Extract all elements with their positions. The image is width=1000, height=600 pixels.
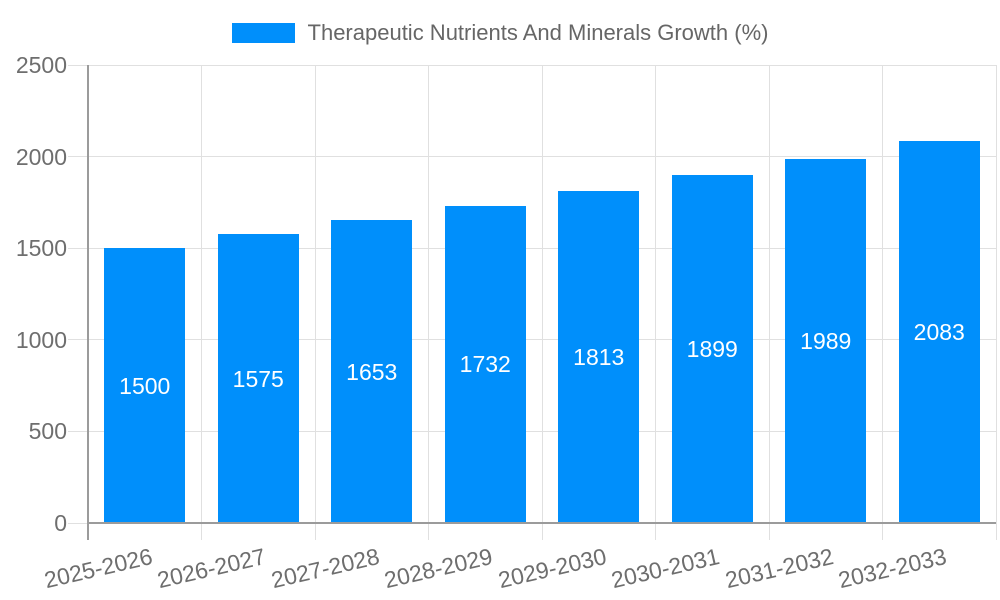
x-axis-tick-label: 2026-2027 (155, 543, 269, 594)
y-gridline (68, 430, 996, 432)
y-gridline (68, 64, 996, 66)
y-gridline (68, 156, 996, 158)
bar[interactable]: 1813 (558, 190, 640, 523)
y-axis-tick-label: 2500 (15, 52, 67, 78)
bar[interactable]: 1575 (217, 234, 299, 523)
legend-label: Therapeutic Nutrients And Minerals Growt… (307, 20, 769, 45)
x-gridline (541, 65, 543, 540)
bar[interactable]: 1732 (444, 205, 526, 523)
x-gridline (768, 65, 770, 540)
x-gridline (428, 65, 429, 540)
y-axis-tick-label: 2000 (15, 143, 67, 170)
bar[interactable]: 1500 (104, 248, 186, 523)
y-gridline (68, 247, 996, 249)
legend-item[interactable]: Therapeutic Nutrients And Minerals Growt… (0, 21, 1000, 45)
x-axis-tick-label: 2027-2028 (268, 543, 382, 594)
bar[interactable]: 1653 (331, 220, 413, 523)
x-axis-tick-label: 2030-2031 (609, 543, 723, 594)
bar-value-label: 1899 (686, 336, 738, 363)
x-gridline (995, 65, 997, 540)
x-axis-line (88, 522, 996, 524)
y-axis-tick-label: 0 (54, 510, 67, 536)
bar-value-label: 1500 (119, 372, 171, 399)
bar[interactable]: 2083 (898, 141, 980, 523)
x-axis-tick-label: 2032-2033 (836, 543, 950, 594)
bar-value-label: 1989 (800, 327, 852, 354)
bar[interactable]: 1899 (671, 175, 753, 523)
y-axis-tick-label: 1500 (15, 235, 67, 262)
x-axis-tick-label: 2029-2030 (495, 543, 609, 594)
x-gridline (882, 65, 883, 540)
x-axis-tick-label: 2025-2026 (41, 543, 155, 594)
x-gridline (314, 65, 316, 540)
bar-value-label: 1732 (459, 351, 511, 378)
bar-value-label: 1575 (232, 365, 284, 392)
y-gridline (68, 339, 996, 341)
y-axis-tick-label: 1000 (15, 326, 67, 353)
x-axis-tick-label: 2031-2032 (722, 543, 836, 594)
y-axis-tick-label: 500 (28, 418, 67, 445)
bar-value-label: 2083 (913, 319, 965, 346)
bar-value-label: 1653 (346, 358, 398, 385)
bar[interactable]: 1989 (785, 158, 867, 523)
y-axis-line (86, 65, 89, 540)
x-gridline (201, 65, 202, 540)
legend-swatch (231, 23, 295, 43)
x-gridline (655, 65, 656, 540)
x-axis-tick-label: 2028-2029 (382, 543, 496, 594)
bar-value-label: 1813 (573, 343, 625, 370)
